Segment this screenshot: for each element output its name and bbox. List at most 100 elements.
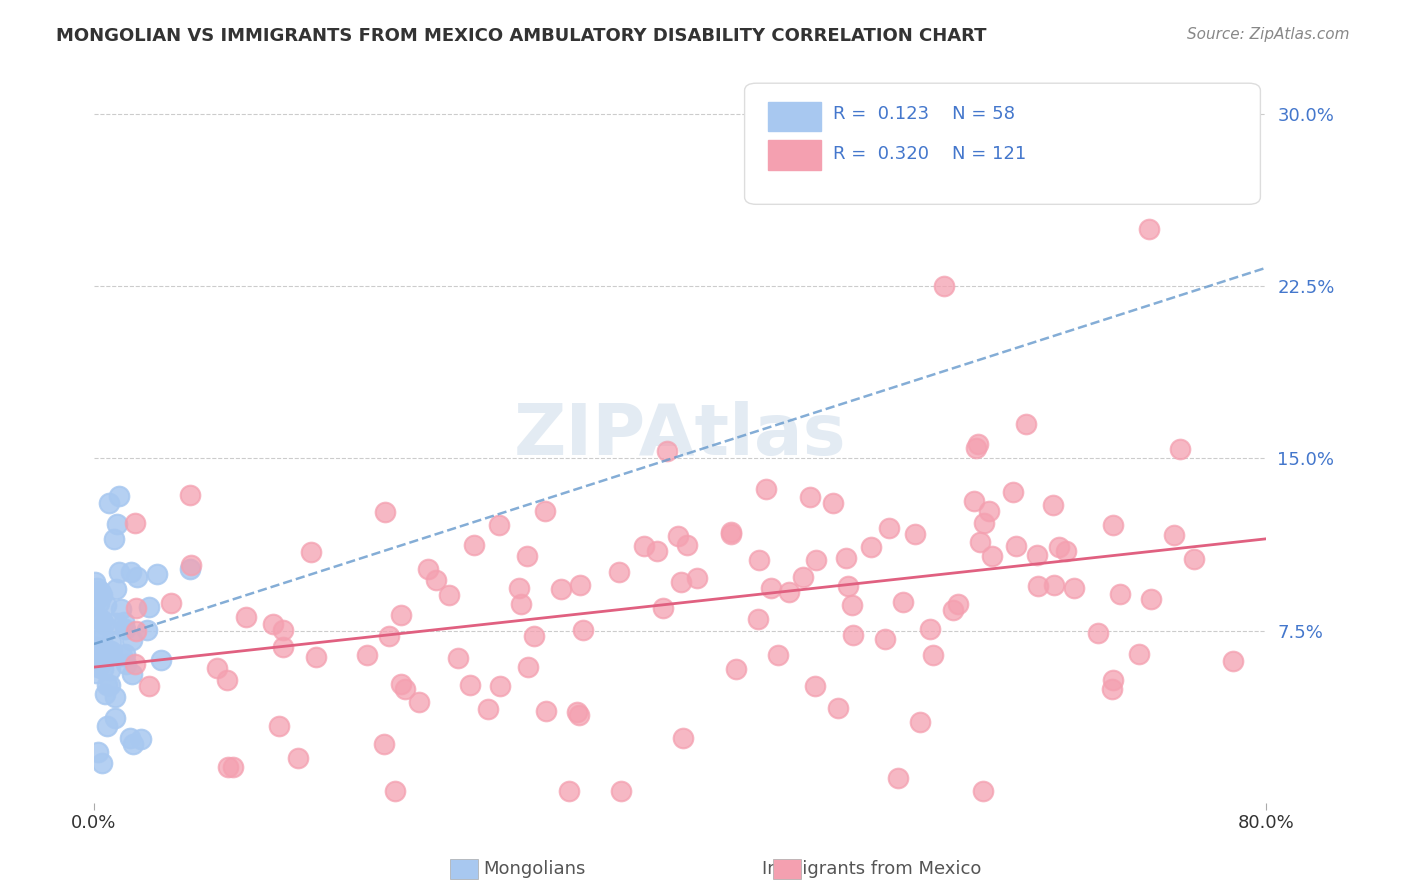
Point [1222,654,1244,668]
Point [205,660,228,674]
Point [965,441,987,455]
Point [886,771,908,785]
Point [1137,222,1160,236]
Point [416,562,439,576]
Point [534,504,557,518]
Point [922,648,945,662]
Point [447,651,470,665]
Point [118,731,141,745]
Point [110,602,132,616]
Point [86,581,108,595]
Point [374,505,396,519]
Point [672,731,695,746]
Point [1054,544,1077,558]
Text: Mongolians: Mongolians [484,860,585,878]
Point [394,681,416,696]
Point [981,549,1004,563]
Point [356,648,378,662]
Point [766,648,789,662]
Point [93,616,115,631]
Point [138,599,160,614]
Point [633,539,655,553]
Point [98,645,121,659]
Point [1026,548,1049,562]
Point [669,574,692,589]
Point [180,558,202,572]
Point [904,526,927,541]
Point [96,719,118,733]
Point [759,581,782,595]
Point [1109,587,1132,601]
Point [108,565,131,579]
Point [125,570,148,584]
Point [748,553,770,567]
Point [1101,681,1123,696]
Point [966,436,988,450]
Point [84,611,107,625]
Point [105,582,128,597]
Text: Immigrants from Mexico: Immigrants from Mexico [762,860,981,878]
Point [675,538,697,552]
Point [437,588,460,602]
Point [1087,625,1109,640]
Point [747,612,769,626]
Point [568,707,591,722]
Point [873,632,896,647]
Text: Source: ZipAtlas.com: Source: ZipAtlas.com [1187,27,1350,42]
Point [124,657,146,671]
Point [114,622,136,636]
Point [891,595,914,609]
Point [129,731,152,746]
Point [963,494,986,508]
Point [755,482,778,496]
FancyBboxPatch shape [768,102,821,131]
Point [908,715,931,730]
Point [918,623,941,637]
Point [121,738,143,752]
Point [799,490,821,504]
Point [90,588,112,602]
Point [105,516,128,531]
Point [125,601,148,615]
Point [1005,539,1028,553]
Point [666,529,689,543]
Text: R =  0.123    N = 58: R = 0.123 N = 58 [832,105,1015,123]
Point [610,784,633,798]
Point [645,543,668,558]
Point [1015,417,1038,432]
Point [103,532,125,546]
Point [83,643,105,657]
Point [720,527,742,541]
Point [111,648,134,663]
Point [841,598,863,612]
Point [1026,579,1049,593]
Point [1042,498,1064,512]
Point [160,596,183,610]
Point [91,756,114,771]
Point [652,600,675,615]
Point [837,579,859,593]
Point [1047,541,1070,555]
Point [477,702,499,716]
Point [458,678,481,692]
Point [146,566,169,581]
Point [1102,673,1125,688]
Point [389,608,412,623]
Point [107,489,129,503]
Point [100,635,122,649]
Point [96,678,118,692]
Point [972,784,994,798]
Point [835,551,858,566]
Point [488,517,510,532]
Point [859,540,882,554]
Point [87,596,110,610]
Point [98,496,121,510]
Point [267,719,290,733]
Point [510,597,533,611]
Point [84,640,107,655]
Point [104,711,127,725]
Text: ZIPAtlas: ZIPAtlas [513,401,846,470]
Point [1063,581,1085,595]
Point [508,581,530,595]
Point [942,603,965,617]
